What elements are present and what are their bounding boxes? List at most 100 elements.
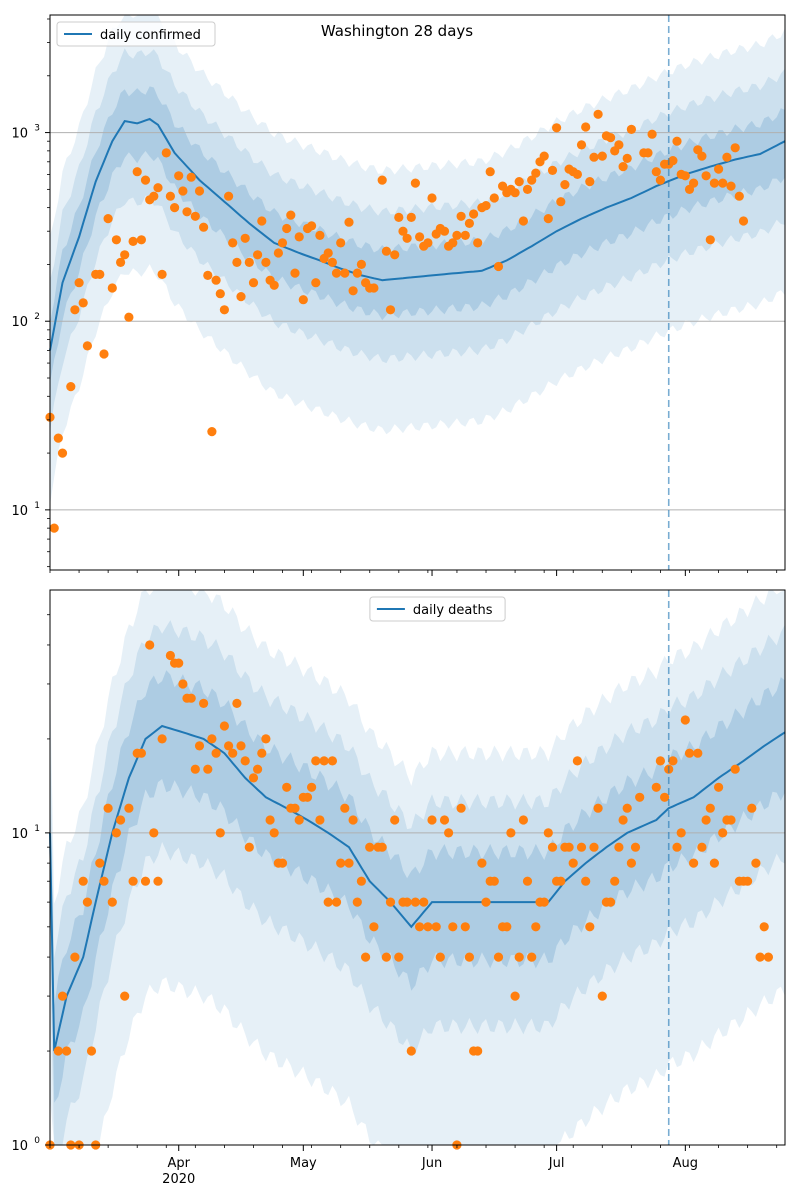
confirmed-observed-point — [186, 172, 196, 182]
deaths-observed-point — [199, 698, 209, 709]
confirmed-observed-point — [518, 216, 529, 226]
deaths-observed-point — [348, 815, 358, 825]
confirmed-observed-point — [647, 129, 657, 139]
confirmed-observed-point — [618, 162, 628, 172]
confirmed-observed-point — [626, 124, 637, 134]
deaths-observed-point — [743, 876, 753, 886]
deaths-observed-point — [385, 897, 396, 907]
deaths-observed-point — [224, 741, 234, 751]
deaths-observed-point — [747, 803, 757, 813]
confirmed-observed-point — [244, 257, 254, 267]
confirmed-observed-point — [427, 193, 437, 203]
confirmed-observed-point — [714, 164, 724, 174]
deaths-observed-point — [610, 876, 620, 886]
confirmed-observed-point — [199, 222, 209, 232]
confirmed-ytick-label: 10 — [11, 504, 28, 519]
confirmed-observed-point — [224, 191, 234, 201]
deaths-observed-point — [435, 952, 445, 962]
confirmed-observed-point — [572, 169, 583, 179]
deaths-observed-point — [568, 858, 578, 868]
confirmed-observed-point — [527, 175, 537, 185]
deaths-observed-point — [585, 922, 595, 932]
confirmed-observed-point — [120, 250, 130, 260]
confirmed-ytick-exponent: 1 — [34, 501, 40, 511]
deaths-ytick-exponent: 1 — [34, 824, 40, 834]
deaths-observed-point — [668, 756, 678, 766]
confirmed-observed-point — [253, 250, 263, 260]
deaths-observed-point — [253, 764, 263, 774]
confirmed-observed-point — [340, 268, 350, 278]
deaths-observed-point — [340, 803, 350, 813]
deaths-observed-point — [660, 792, 670, 802]
deaths-observed-point — [232, 698, 242, 709]
confirmed-observed-point — [165, 191, 175, 201]
confirmed-observed-point — [248, 278, 259, 288]
deaths-observed-point — [95, 858, 105, 868]
confirmed-observed-point — [273, 248, 283, 258]
deaths-y-axis: 10 0 10 1 — [11, 614, 50, 1154]
deaths-ytick-exponent: 0 — [34, 1136, 40, 1146]
deaths-observed-point — [718, 828, 728, 838]
deaths-observed-point — [460, 922, 470, 932]
deaths-observed-point — [128, 876, 138, 886]
deaths-observed-point — [444, 828, 454, 838]
deaths-observed-point — [456, 803, 466, 813]
confirmed-observed-point — [643, 148, 653, 158]
confirmed-observed-point — [82, 341, 92, 351]
confirmed-observed-point — [116, 257, 126, 267]
confirmed-observed-point — [182, 207, 192, 217]
deaths-observed-point — [672, 842, 682, 852]
deaths-observed-point — [714, 782, 724, 792]
deaths-observed-point — [709, 858, 720, 868]
deaths-observed-point — [136, 748, 146, 758]
confirmed-observed-point — [622, 153, 632, 163]
deaths-observed-point — [57, 991, 68, 1001]
deaths-observed-point — [315, 815, 325, 825]
confirmed-observed-point — [493, 261, 504, 272]
deaths-observed-point — [282, 782, 292, 792]
confirmed-observed-point — [410, 178, 420, 188]
deaths-observed-point — [111, 828, 121, 838]
confirmed-observed-point — [277, 238, 288, 248]
confirmed-observed-point — [539, 151, 549, 161]
confirmed-observed-point — [294, 232, 304, 242]
confirmed-observed-point — [718, 178, 728, 188]
confirmed-observed-point — [190, 211, 200, 221]
deaths-observed-point — [319, 756, 329, 766]
deaths-observed-point — [693, 748, 703, 758]
deaths-observed-point — [165, 650, 175, 661]
confirmed-observed-point — [240, 233, 250, 243]
deaths-xtick-label: Aug — [673, 1156, 698, 1171]
deaths-observed-point — [344, 858, 354, 868]
confirmed-observed-point — [298, 295, 308, 305]
deaths-observed-point — [406, 1046, 416, 1056]
chart-title: Washington 28 days — [321, 22, 473, 40]
confirmed-observed-point — [597, 151, 607, 161]
confirmed-observed-point — [153, 183, 163, 193]
confirmed-observed-point — [581, 122, 591, 132]
confirmed-observed-point — [473, 238, 483, 248]
deaths-observed-point — [190, 764, 200, 774]
deaths-observed-point — [336, 858, 346, 868]
deaths-band-0 — [50, 590, 785, 1145]
confirmed-observed-point — [456, 211, 466, 221]
deaths-observed-point — [576, 842, 587, 852]
confirmed-observed-point — [140, 175, 151, 185]
deaths-observed-point — [439, 815, 450, 825]
deaths-observed-point — [415, 922, 425, 932]
deaths-observed-point — [448, 922, 458, 932]
confirmed-observed-point — [261, 257, 271, 267]
deaths-observed-point — [352, 897, 362, 907]
deaths-observed-point — [194, 741, 205, 751]
deaths-xtick-label: Jul — [548, 1156, 565, 1171]
confirmed-observed-point — [531, 168, 541, 178]
confirmed-observed-point — [203, 270, 213, 280]
confirmed-observed-point — [257, 216, 267, 226]
confirmed-legend-box — [56, 21, 216, 47]
confirmed-observed-point — [57, 448, 68, 458]
deaths-observed-point — [581, 876, 591, 886]
deaths-observed-point — [502, 922, 512, 932]
deaths-observed-point — [140, 876, 151, 886]
confirmed-observed-point — [489, 193, 499, 203]
confirmed-observed-point — [460, 230, 470, 240]
